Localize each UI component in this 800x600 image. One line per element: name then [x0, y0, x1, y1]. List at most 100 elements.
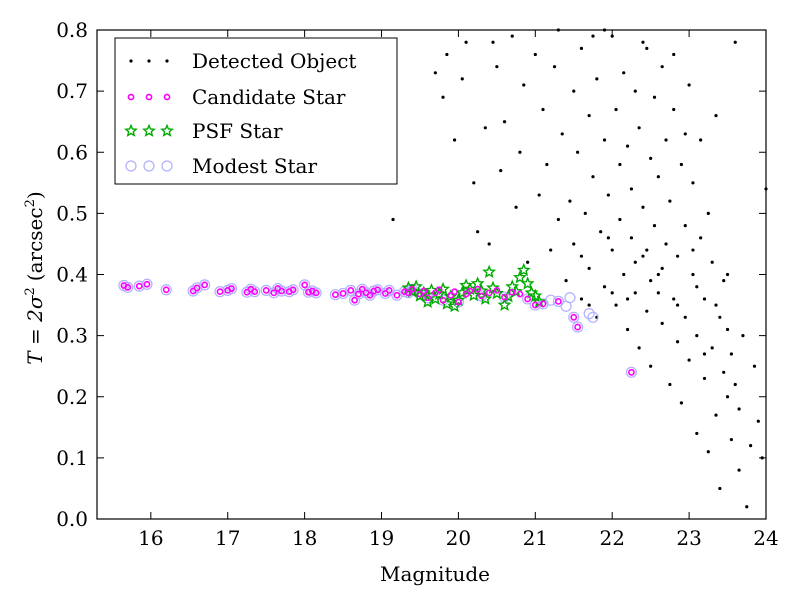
dot-point — [637, 346, 641, 350]
dot-point — [587, 266, 591, 270]
legend: Detected Object Candidate Star PSF Star Mod… — [114, 37, 398, 185]
open-circle-point — [583, 308, 595, 320]
y-axis-label-prefix: T = 2σ — [23, 294, 47, 365]
circle-point — [270, 289, 278, 297]
dot-point — [664, 138, 668, 142]
dot-point — [602, 138, 607, 142]
circle-point — [339, 290, 347, 297]
star-point — [486, 280, 500, 294]
legend-marker — [165, 59, 169, 63]
circle-point — [539, 300, 547, 308]
dot-point — [660, 266, 664, 270]
circle-point — [478, 292, 485, 300]
dot-point — [683, 132, 687, 136]
dot-point — [752, 364, 757, 368]
legend-marker — [127, 93, 135, 101]
dot-point — [606, 236, 610, 240]
circle-point — [301, 281, 309, 289]
dot-point — [656, 291, 660, 295]
dot-point — [491, 40, 495, 44]
dot-point — [610, 291, 614, 295]
dot-point — [391, 217, 395, 222]
circle-point — [374, 286, 382, 294]
circle-point — [331, 291, 339, 299]
dot-point — [602, 285, 607, 289]
circle-point — [289, 286, 297, 294]
star-point — [489, 286, 504, 300]
open-circle-point — [564, 292, 576, 304]
dot-point — [729, 437, 733, 442]
circle-point — [408, 285, 416, 293]
dot-point — [722, 279, 726, 283]
y-tick-label: 0.3 — [56, 324, 88, 348]
circle-point — [424, 294, 432, 302]
series-candidate-star — [120, 280, 635, 376]
y-axis-label-unit: (arcsec — [23, 207, 47, 281]
dot-point — [691, 181, 695, 185]
dot-point — [472, 181, 476, 185]
dot-point — [733, 40, 737, 44]
circle-point — [570, 313, 578, 321]
dot-point — [699, 138, 703, 142]
dot-point — [464, 40, 468, 44]
y-tick-label: 0.1 — [56, 446, 88, 470]
circle-point — [447, 291, 455, 299]
star-point — [528, 288, 543, 302]
dot-point — [656, 272, 660, 277]
circle-point — [216, 288, 224, 296]
plot-points — [118, 28, 768, 509]
circle-point — [351, 296, 359, 304]
dot-point — [587, 113, 591, 118]
dot-point — [714, 303, 718, 307]
dot-point — [541, 107, 545, 112]
y-tick-label: 0.2 — [56, 385, 88, 409]
dot-point — [452, 138, 457, 142]
open-circle-point — [402, 287, 415, 299]
legend-marker — [142, 123, 156, 137]
dot-point — [714, 413, 718, 417]
dot-point — [679, 401, 684, 405]
y-tick-label: 0.7 — [56, 79, 88, 103]
circle-point — [370, 287, 378, 295]
dot-point — [649, 156, 653, 160]
legend-marker — [145, 93, 153, 101]
dot-point — [499, 168, 503, 173]
dot-point — [629, 236, 634, 240]
circle-point — [451, 288, 458, 296]
star-point — [532, 294, 547, 308]
x-tick-label: 18 — [292, 526, 317, 550]
dot-point — [702, 376, 707, 381]
dot-point — [672, 52, 676, 57]
dot-point — [702, 297, 707, 301]
dot-point — [614, 107, 618, 112]
star-point — [478, 291, 493, 305]
dot-point — [668, 199, 672, 203]
circle-point — [554, 297, 562, 305]
circle-point — [201, 281, 209, 289]
circle-point — [405, 289, 412, 297]
dot-point — [576, 150, 580, 154]
dot-point — [487, 242, 491, 246]
circle-point — [493, 286, 501, 294]
dot-point — [645, 46, 649, 50]
circle-point — [228, 285, 235, 292]
circle-point — [420, 287, 428, 295]
open-circle-point — [587, 311, 599, 323]
dot-point — [756, 419, 760, 423]
dot-point — [622, 272, 626, 277]
circle-point — [524, 295, 532, 303]
legend-entry: Modest Star — [125, 154, 317, 178]
dot-point — [637, 126, 641, 130]
x-tick-label: 20 — [446, 526, 471, 550]
star-point — [424, 283, 439, 297]
circle-point — [516, 290, 524, 298]
dot-point — [695, 285, 699, 289]
dot-point — [725, 272, 730, 277]
dot-point — [618, 217, 622, 222]
dot-point — [718, 486, 722, 491]
dot-point — [710, 346, 714, 350]
dot-point — [572, 89, 576, 93]
dot-point — [729, 352, 733, 356]
legend-label: Candidate Star — [192, 85, 346, 109]
dot-point — [610, 248, 614, 252]
